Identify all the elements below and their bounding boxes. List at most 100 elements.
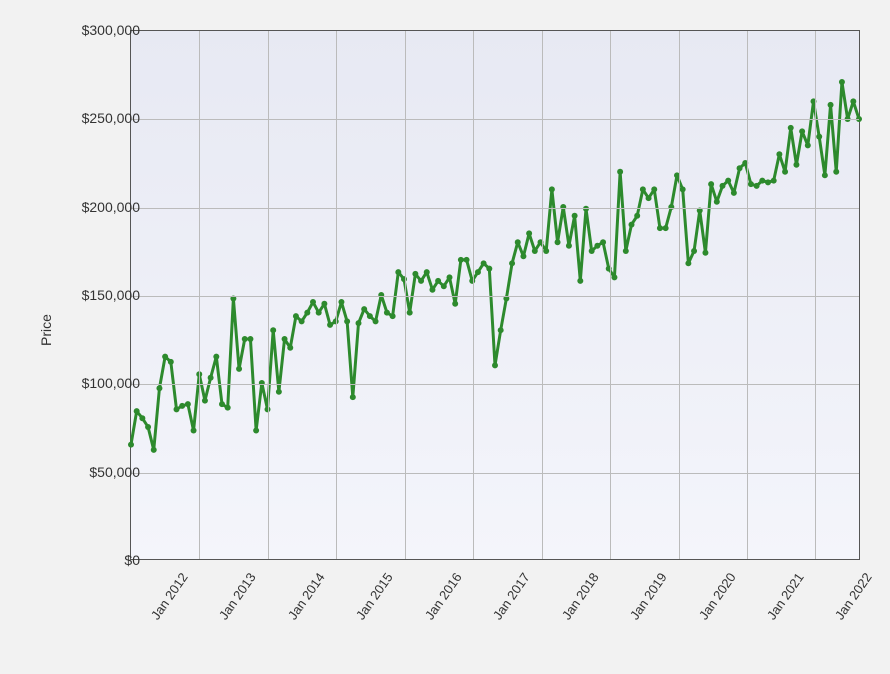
data-point	[509, 260, 515, 266]
x-tick-label: Jan 2012	[148, 570, 191, 622]
x-tick-label: Jan 2014	[285, 570, 328, 622]
data-point	[782, 169, 788, 175]
grid-line-vertical	[473, 31, 474, 559]
data-point	[338, 299, 344, 305]
data-point	[344, 318, 350, 324]
data-point	[208, 375, 214, 381]
data-point	[299, 318, 305, 324]
y-tick-label: $200,000	[82, 199, 140, 215]
data-point	[788, 125, 794, 131]
data-point	[685, 260, 691, 266]
y-tick-label: $300,000	[82, 22, 140, 38]
x-tick-label: Jan 2015	[353, 570, 396, 622]
grid-line-vertical	[268, 31, 269, 559]
data-point	[725, 178, 731, 184]
data-point	[526, 230, 532, 236]
grid-line-vertical	[542, 31, 543, 559]
y-axis-title: Price	[38, 314, 54, 346]
data-point	[731, 190, 737, 196]
data-point	[191, 428, 197, 434]
grid-line-vertical	[610, 31, 611, 559]
data-point	[225, 405, 231, 411]
data-point	[566, 243, 572, 249]
data-point	[839, 79, 845, 85]
data-point	[759, 178, 765, 184]
x-tick-label: Jan 2016	[422, 570, 465, 622]
grid-line-horizontal	[131, 296, 859, 297]
data-point	[276, 389, 282, 395]
x-tick-label: Jan 2020	[695, 570, 738, 622]
data-point	[390, 313, 396, 319]
data-point	[663, 225, 669, 231]
grid-line-horizontal	[131, 119, 859, 120]
data-point	[185, 401, 191, 407]
data-point	[708, 181, 714, 187]
grid-line-vertical	[679, 31, 680, 559]
grid-line-horizontal	[131, 384, 859, 385]
data-point	[577, 278, 583, 284]
data-point	[407, 310, 413, 316]
data-point	[822, 172, 828, 178]
data-point	[583, 206, 589, 212]
data-point	[629, 222, 635, 228]
data-point	[287, 345, 293, 351]
plot-area	[130, 30, 860, 560]
data-point	[270, 327, 276, 333]
grid-line-vertical	[199, 31, 200, 559]
data-point	[464, 257, 470, 263]
data-point	[754, 183, 760, 189]
data-point	[310, 299, 316, 305]
data-point	[486, 266, 492, 272]
data-point	[128, 442, 134, 448]
x-tick-label: Jan 2021	[764, 570, 807, 622]
data-point	[321, 301, 327, 307]
data-point	[793, 162, 799, 168]
data-point	[253, 428, 259, 434]
data-point	[418, 278, 424, 284]
data-point	[617, 169, 623, 175]
price-line-chart: Price $0$50,000$100,000$150,000$200,000$…	[30, 10, 880, 650]
y-tick-label: $50,000	[89, 464, 140, 480]
data-point	[520, 253, 526, 259]
data-point	[424, 269, 430, 275]
data-point	[151, 447, 157, 453]
x-tick-label: Jan 2013	[216, 570, 259, 622]
data-point	[555, 239, 561, 245]
data-point	[441, 283, 447, 289]
grid-line-vertical	[747, 31, 748, 559]
data-point	[202, 398, 208, 404]
x-tick-label: Jan 2019	[627, 570, 670, 622]
data-point	[600, 239, 606, 245]
data-point	[776, 151, 782, 157]
data-point	[498, 327, 504, 333]
data-point	[737, 165, 743, 171]
data-point	[395, 269, 401, 275]
price-series	[131, 31, 859, 559]
data-point	[179, 403, 185, 409]
data-point	[156, 385, 162, 391]
data-point	[293, 313, 299, 319]
data-point	[384, 310, 390, 316]
data-point	[219, 401, 225, 407]
data-point	[680, 186, 686, 192]
data-point	[594, 243, 600, 249]
data-point	[651, 186, 657, 192]
data-point	[481, 260, 487, 266]
data-point	[702, 250, 708, 256]
data-point	[304, 310, 310, 316]
data-point	[162, 354, 168, 360]
data-point	[816, 134, 822, 140]
y-tick-label: $100,000	[82, 375, 140, 391]
data-point	[515, 239, 521, 245]
data-point	[657, 225, 663, 231]
data-point	[765, 179, 771, 185]
data-point	[720, 183, 726, 189]
data-point	[350, 394, 356, 400]
data-point	[623, 248, 629, 254]
grid-line-vertical	[815, 31, 816, 559]
data-point	[458, 257, 464, 263]
data-point	[532, 248, 538, 254]
data-point	[771, 178, 777, 184]
data-point	[589, 248, 595, 254]
grid-line-horizontal	[131, 208, 859, 209]
